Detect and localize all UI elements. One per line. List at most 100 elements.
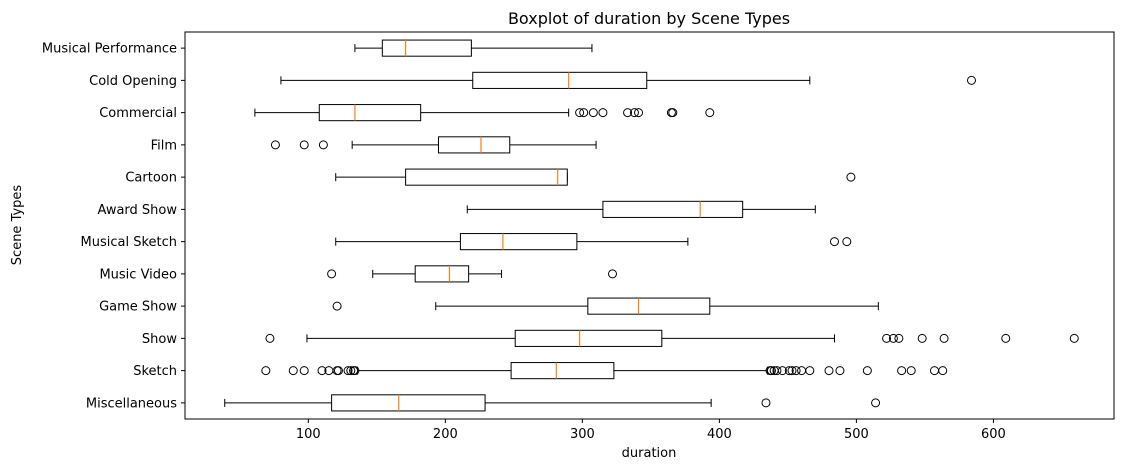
outlier-point: [261, 366, 271, 376]
outlier-point: [327, 269, 337, 279]
outlier-point: [862, 366, 872, 376]
y-tick-label: Award Show: [97, 203, 177, 218]
outlier-point: [824, 366, 834, 376]
outlier-point: [797, 366, 807, 376]
box-group-film: [270, 136, 597, 154]
outlier-point: [270, 140, 280, 150]
outlier-point: [1001, 333, 1011, 343]
box-group-music-video: [327, 265, 618, 283]
box-iqr: [459, 233, 578, 251]
outlier-point: [579, 108, 589, 118]
outlier-point: [299, 366, 309, 376]
box-iqr: [514, 329, 663, 347]
box-iqr: [472, 71, 648, 89]
box-iqr: [602, 200, 744, 218]
outlier-point: [784, 366, 794, 376]
outlier-point: [897, 366, 907, 376]
outlier-point: [888, 333, 898, 343]
outlier-point: [791, 366, 801, 376]
outlier-point: [882, 333, 892, 343]
box-group-musical-performance: [354, 39, 593, 57]
outlier-point: [343, 366, 353, 376]
outlier-point: [938, 366, 948, 376]
box-iqr: [587, 297, 711, 315]
x-tick-label: 200: [433, 427, 458, 442]
box-iqr: [381, 39, 472, 57]
box-iqr: [331, 394, 486, 412]
x-tick-label: 100: [296, 427, 321, 442]
outlier-point: [629, 108, 639, 118]
outlier-point: [350, 366, 360, 376]
outlier-point: [317, 366, 327, 376]
chart-title: Boxplot of duration by Scene Types: [508, 9, 790, 28]
box-group-miscellaneous: [224, 394, 881, 412]
x-tick-label: 500: [844, 427, 869, 442]
box-iqr: [437, 136, 511, 154]
box-group-musical-sketch: [335, 233, 852, 251]
outlier-point: [939, 333, 949, 343]
outlier-point: [288, 366, 298, 376]
y-tick-label: Musical Performance: [42, 42, 177, 57]
outlier-point: [608, 269, 618, 279]
box-iqr: [414, 265, 470, 283]
plot-frame: [184, 31, 1115, 420]
outlier-point: [346, 366, 356, 376]
box-group-commercial: [254, 104, 715, 122]
x-tick-label: 300: [570, 427, 595, 442]
outlier-point: [906, 366, 916, 376]
outlier-point: [265, 333, 275, 343]
x-tick-label: 600: [981, 427, 1006, 442]
outlier-point: [575, 108, 585, 118]
outlier-point: [846, 172, 856, 182]
outlier-point: [842, 237, 852, 247]
y-tick-label: Film: [151, 138, 177, 153]
box-iqr: [510, 362, 615, 380]
outlier-point: [668, 108, 678, 118]
box-group-sketch: [261, 362, 948, 380]
outlier-point: [917, 333, 927, 343]
box-iqr: [405, 168, 568, 186]
outlier-point: [835, 366, 845, 376]
outlier-point: [634, 108, 644, 118]
plot-area: [224, 39, 1079, 412]
outlier-point: [761, 398, 771, 408]
outlier-point: [871, 398, 881, 408]
outlier-point: [966, 75, 976, 85]
outlier-point: [805, 366, 815, 376]
box-group-show: [265, 329, 1079, 347]
box-iqr: [318, 104, 422, 122]
outlier-point: [1069, 333, 1079, 343]
box-group-cold-opening: [280, 71, 976, 89]
outlier-point: [588, 108, 598, 118]
outlier-point: [829, 237, 839, 247]
box-group-game-show: [332, 297, 879, 315]
outlier-point: [623, 108, 633, 118]
x-axis-title: duration: [622, 446, 677, 461]
outlier-point: [598, 108, 608, 118]
outlier-point: [318, 140, 328, 150]
outlier-point: [766, 366, 776, 376]
outlier-point: [299, 140, 309, 150]
y-tick-label: Game Show: [99, 300, 177, 315]
outlier-point: [894, 333, 904, 343]
outlier-point: [777, 366, 787, 376]
outlier-point: [772, 366, 782, 376]
outlier-point: [787, 366, 797, 376]
y-tick-label: Music Video: [99, 267, 177, 282]
x-tick-label: 400: [707, 427, 732, 442]
outlier-point: [705, 108, 715, 118]
outlier-point: [333, 366, 343, 376]
y-axis: Musical Performance Cold Opening Commercia…: [42, 42, 185, 411]
y-tick-label: Cartoon: [125, 171, 177, 186]
y-tick-label: Musical Sketch: [81, 235, 178, 250]
x-axis: 100 200 300 400 500 600: [296, 419, 1006, 442]
box-group-award-show: [466, 200, 816, 218]
y-tick-label: Sketch: [133, 364, 177, 379]
outlier-point: [930, 366, 940, 376]
outlier-point: [332, 301, 342, 311]
box-group-cartoon: [335, 168, 856, 186]
y-tick-label: Miscellaneous: [86, 396, 177, 411]
y-tick-label: Cold Opening: [89, 74, 177, 89]
y-axis-title: Scene Types: [10, 185, 25, 266]
